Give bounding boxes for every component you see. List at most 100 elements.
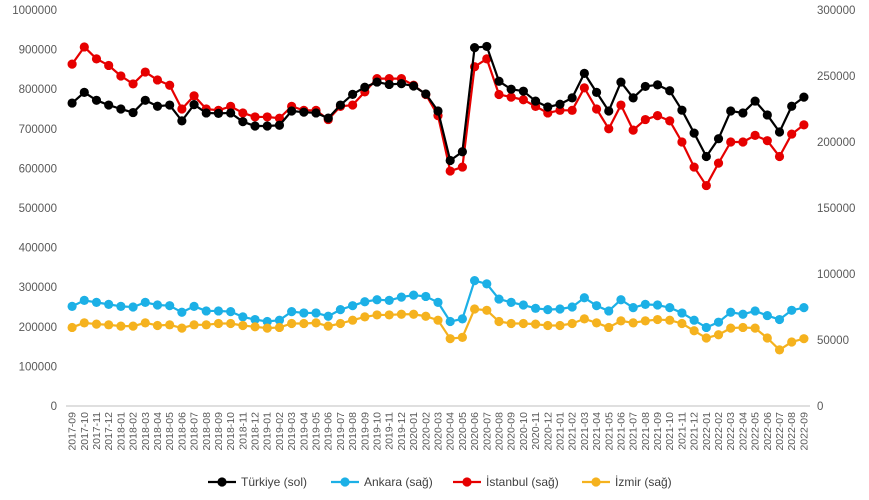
x-tick-label: 2020-12 [542,412,554,451]
data-point [189,100,199,110]
data-point [348,301,358,311]
data-point [299,308,309,318]
data-point [116,104,126,114]
data-point [140,297,150,307]
data-point [738,322,748,333]
data-point [555,320,565,331]
x-tick-label: 2018-02 [128,412,140,451]
data-point [213,108,224,118]
data-point [372,310,382,320]
x-tick-label: 2019-04 [298,412,310,451]
data-point [799,92,809,102]
data-point [689,326,699,336]
data-point [238,312,248,322]
data-point [287,106,297,116]
data-point [762,333,772,343]
x-tick-label: 2017-10 [79,412,91,451]
right-tick-label: 150000 [817,203,855,215]
data-point [726,323,736,333]
x-tick-label: 2019-09 [359,412,371,451]
x-tick-label: 2021-07 [628,412,640,451]
data-point [201,108,211,118]
data-point [652,111,663,121]
data-point [482,305,492,315]
x-tick-label: 2017-11 [91,412,103,450]
data-point [628,93,638,103]
data-point [604,106,614,116]
data-point [604,322,614,333]
data-point [701,151,711,162]
data-point [445,155,455,166]
data-point [469,276,480,286]
data-point [567,302,577,312]
data-point [274,120,285,130]
x-tick-label: 2022-02 [713,412,725,451]
data-point [335,318,346,329]
data-point [250,322,260,332]
data-point [226,307,236,317]
data-point [250,112,260,122]
data-point [201,320,211,330]
data-point [274,315,285,325]
x-tick-label: 2020-05 [457,412,469,451]
data-point [79,295,89,305]
data-point [494,294,504,304]
x-tick-label: 2021-09 [652,412,664,451]
data-point [323,321,333,331]
data-point [762,136,772,146]
data-point [799,334,809,344]
data-point [226,318,236,329]
x-tick-label: 2021-11 [676,412,688,450]
data-point [262,112,272,122]
data-point [543,305,553,315]
data-point [774,314,785,325]
data-point [335,305,346,315]
legend-item: Ankara (sağ) [331,475,433,489]
data-point [677,105,687,115]
data-point [177,104,187,114]
data-point [372,77,382,87]
data-point [299,107,309,117]
data-point [238,108,248,118]
data-point [433,297,443,307]
data-point [518,300,528,310]
legend: Türkiye (sol) Ankara (sağ) İstanbul (sağ) İ… [208,475,672,489]
data-point [726,307,736,317]
data-point [652,80,663,90]
data-point [262,316,272,327]
data-point [506,318,516,329]
data-point [311,318,321,328]
data-point [482,279,492,289]
data-point [116,71,126,81]
data-point [762,110,772,120]
x-tick-label: 2019-12 [396,412,408,451]
x-tick-label: 2020-07 [481,412,493,451]
right-tick-label: 200000 [817,137,855,149]
x-tick-label: 2021-10 [664,412,676,451]
right-axis-ticks: 0 50000 100000 150000 200000 250000 300000 [817,5,855,413]
legend-item: Türkiye (sol) [208,475,307,489]
data-point [348,315,358,325]
data-point [384,295,394,305]
x-tick-label: 2020-09 [506,412,518,451]
x-tick-label: 2018-09 [213,412,225,451]
data-point [591,87,602,97]
x-tick-label: 2022-04 [737,412,749,451]
data-point [457,314,467,324]
data-point [677,137,687,147]
data-point [726,137,736,147]
data-point [738,137,748,147]
data-point [165,320,175,330]
data-point [689,315,699,325]
legend-item: İzmir (sağ) [582,475,672,489]
left-tick-label: 800000 [19,84,57,96]
data-point [750,323,760,333]
data-point [91,297,102,307]
data-point [677,318,687,329]
data-point [323,113,333,123]
series-layer [67,41,809,355]
data-point [104,60,114,71]
x-tick-label: 2022-06 [762,412,774,451]
data-point [579,293,589,303]
data-point [152,75,163,85]
